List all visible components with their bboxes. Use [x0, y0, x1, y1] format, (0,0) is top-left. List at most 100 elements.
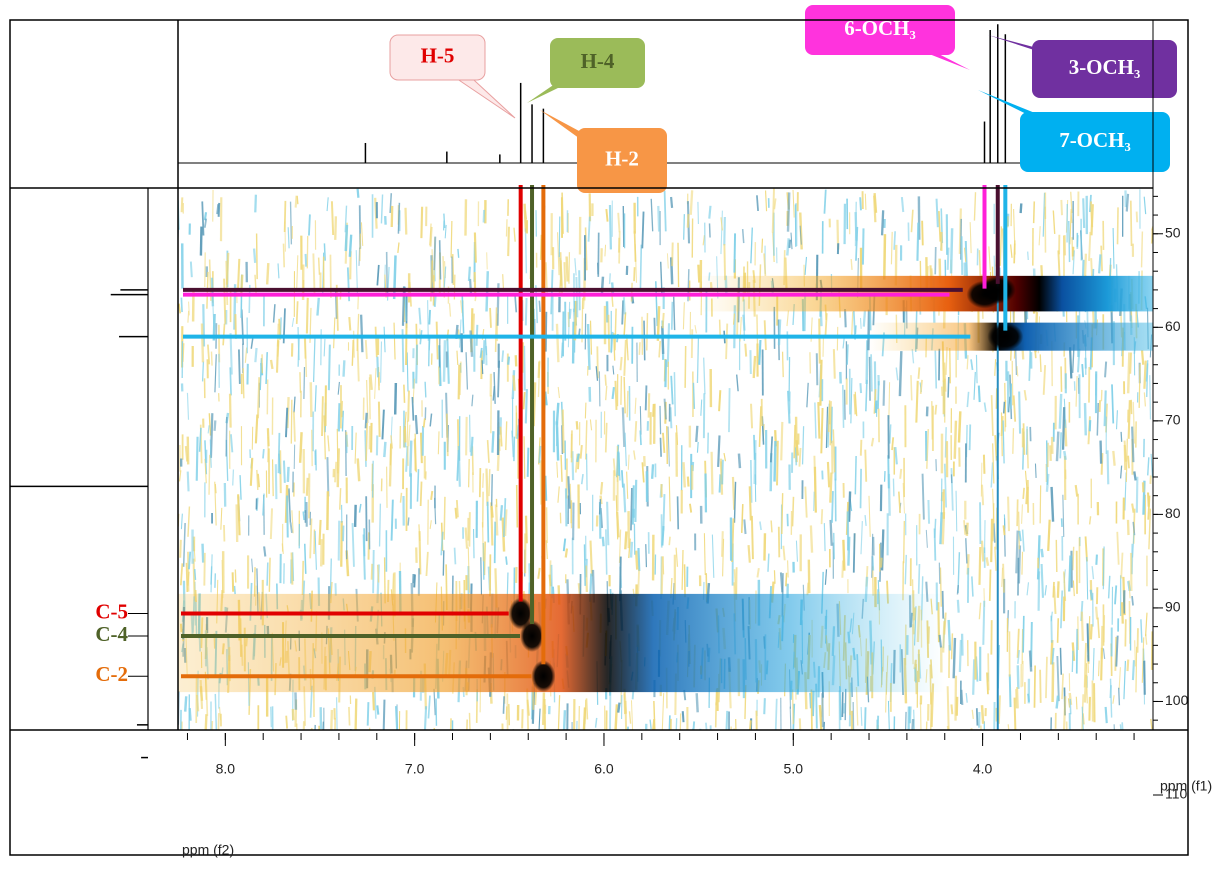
noise [708, 223, 711, 238]
noise [514, 293, 518, 313]
noise [634, 479, 638, 523]
peak-label: H-4 [581, 49, 615, 73]
noise [469, 330, 474, 357]
noise [910, 375, 913, 401]
noise [888, 382, 891, 420]
noise [721, 531, 724, 557]
noise [1092, 647, 1095, 681]
noise [304, 335, 308, 378]
noise [692, 721, 696, 730]
noise [329, 558, 332, 599]
noise [889, 424, 892, 444]
noise [376, 356, 380, 378]
noise [429, 226, 433, 247]
noise [823, 523, 826, 552]
noise [659, 437, 662, 457]
noise [358, 503, 362, 513]
noise [756, 568, 760, 578]
noise [318, 519, 322, 546]
noise [750, 227, 753, 264]
noise [622, 206, 625, 248]
noise [759, 521, 762, 531]
noise [1042, 192, 1046, 237]
noise [978, 547, 982, 585]
noise [301, 560, 305, 596]
noise [679, 713, 682, 730]
noise [675, 718, 678, 730]
noise [965, 522, 969, 537]
noise [1051, 647, 1055, 665]
noise [893, 716, 896, 730]
noise [1056, 655, 1060, 702]
noise [1086, 623, 1090, 662]
noise [926, 429, 930, 469]
noise [743, 519, 747, 535]
noise [490, 505, 494, 518]
noise [819, 359, 823, 406]
noise [971, 576, 974, 597]
noise [365, 379, 369, 424]
noise [1007, 496, 1010, 532]
noise [322, 721, 325, 730]
noise [721, 459, 724, 485]
noise [1007, 396, 1011, 413]
noise [626, 390, 629, 418]
noise [993, 523, 996, 543]
noise [960, 689, 964, 705]
noise [916, 222, 920, 261]
noise [512, 375, 516, 391]
noise [1047, 519, 1051, 552]
noise [1024, 470, 1028, 490]
noise [333, 317, 336, 349]
noise [302, 721, 306, 730]
noise [1100, 453, 1104, 475]
noise [971, 709, 974, 720]
noise [820, 509, 824, 525]
noise [1104, 706, 1108, 724]
noise [457, 445, 461, 487]
noise [977, 385, 981, 403]
noise [1135, 476, 1139, 513]
noise [1075, 376, 1078, 407]
noise [583, 544, 586, 586]
noise [939, 512, 943, 545]
noise [650, 198, 654, 232]
noise [204, 458, 207, 484]
noise [893, 231, 896, 250]
noise [842, 384, 845, 428]
noise [925, 721, 928, 730]
noise [573, 300, 578, 341]
noise [1111, 384, 1115, 424]
noise [659, 405, 662, 435]
noise [1081, 363, 1085, 378]
noise [756, 195, 759, 212]
noise [380, 341, 382, 383]
noise [422, 418, 426, 428]
noise [793, 424, 796, 459]
noise [1055, 539, 1058, 572]
noise [671, 242, 674, 267]
noise [691, 728, 694, 730]
noise [486, 501, 490, 543]
noise [873, 195, 877, 223]
noise [607, 314, 611, 353]
noise [308, 214, 311, 236]
noise [1068, 347, 1073, 379]
noise [1095, 554, 1098, 565]
noise [389, 193, 393, 214]
noise [213, 420, 217, 431]
noise [265, 352, 268, 384]
noise [305, 297, 309, 334]
noise [1050, 486, 1055, 522]
noise [1002, 420, 1005, 464]
noise [842, 539, 846, 571]
noise [1123, 660, 1127, 700]
x-tick-label: 7.0 [405, 761, 425, 777]
noise [558, 216, 561, 258]
noise [303, 543, 307, 574]
noise [958, 208, 962, 254]
noise [295, 301, 299, 324]
noise [1090, 204, 1094, 236]
noise [661, 693, 665, 730]
noise [980, 462, 983, 497]
